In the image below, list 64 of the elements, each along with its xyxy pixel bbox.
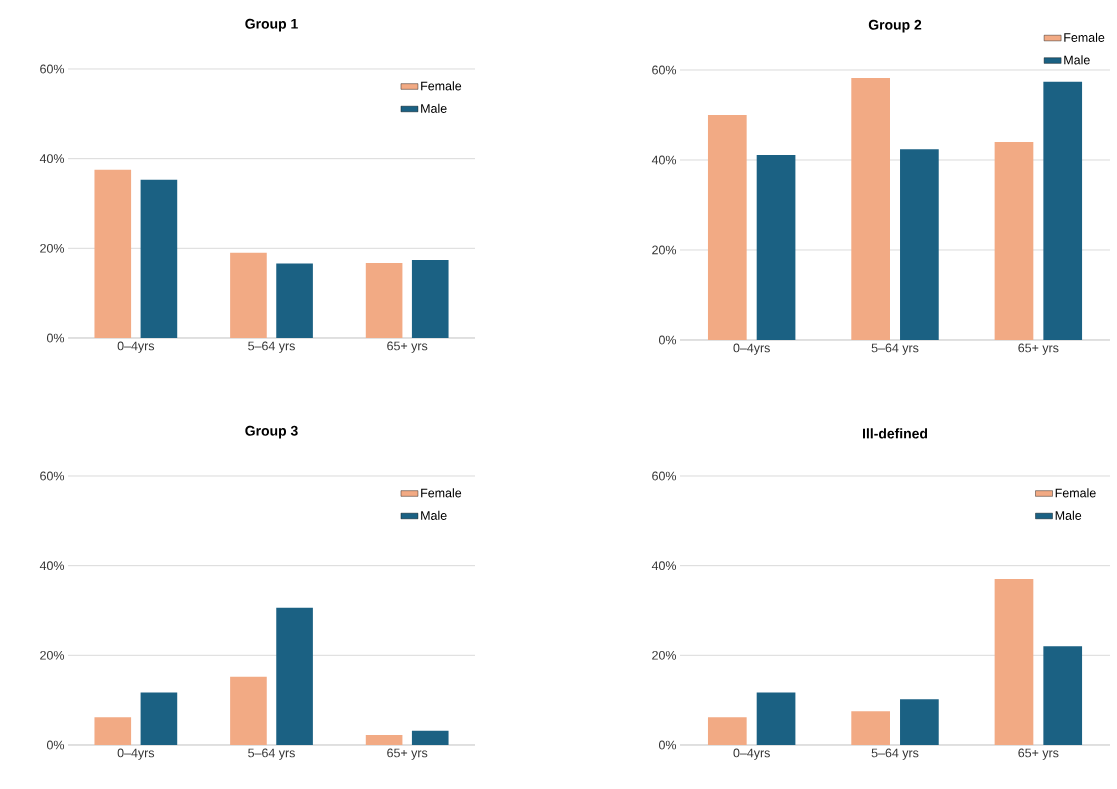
y-tick-label: 0% xyxy=(658,740,677,750)
y-tick-label: 0% xyxy=(658,335,677,345)
legend-label: Female xyxy=(1064,32,1105,42)
x-tick-label: 5–64 yrs xyxy=(248,341,295,353)
y-tick-label: 20% xyxy=(652,245,677,255)
y-tick-label: 40% xyxy=(39,561,65,571)
x-tick-label: 0–4yrs xyxy=(117,748,155,760)
legend-label: Male xyxy=(1055,510,1082,520)
x-tick-label: 0–4yrs xyxy=(733,748,770,760)
legend-label: Female xyxy=(421,488,462,498)
bar xyxy=(707,114,747,340)
bar xyxy=(756,692,796,745)
y-tick-label: 40% xyxy=(651,155,677,165)
bar xyxy=(756,155,796,340)
bar xyxy=(365,263,403,338)
y-tick-label: 60% xyxy=(40,471,65,481)
x-tick-label: 5–64 yrs xyxy=(871,343,919,355)
bar xyxy=(707,717,747,745)
chart-title: Group 2 xyxy=(868,19,922,33)
y-tick-label: 60% xyxy=(652,65,677,75)
legend-label: Male xyxy=(421,103,447,113)
bar xyxy=(900,699,939,745)
bar xyxy=(851,78,890,340)
bar xyxy=(851,711,890,745)
y-tick-label: 40% xyxy=(39,154,65,164)
y-tick-label: 20% xyxy=(652,650,677,660)
bar xyxy=(411,259,449,338)
bar xyxy=(230,252,267,338)
legend-label: Female xyxy=(1055,488,1096,498)
y-tick-label: 0% xyxy=(46,740,65,750)
legend-label: Male xyxy=(1064,55,1090,65)
bar xyxy=(94,169,132,338)
chart-title: Group 3 xyxy=(245,425,298,439)
bar xyxy=(230,676,267,745)
x-tick-label: 0–4yrs xyxy=(117,341,155,353)
bar xyxy=(276,607,313,745)
bar xyxy=(140,179,178,338)
bar xyxy=(1043,81,1083,340)
bar xyxy=(365,735,403,745)
bar xyxy=(140,692,178,745)
x-tick-label: 65+ yrs xyxy=(387,341,428,353)
x-tick-label: 65+ yrs xyxy=(387,748,428,760)
y-tick-label: 60% xyxy=(40,64,65,74)
bar xyxy=(1043,646,1083,745)
chart-title: Ill-defined xyxy=(863,428,928,439)
x-tick-label: 5–64 yrs xyxy=(248,748,295,760)
chart-title: Group 1 xyxy=(245,18,298,32)
y-tick-label: 20% xyxy=(40,243,65,253)
y-tick-label: 60% xyxy=(652,471,677,481)
x-tick-label: 65+ yrs xyxy=(1018,343,1059,355)
y-tick-label: 20% xyxy=(40,650,65,660)
legend-label: Female xyxy=(421,81,462,91)
bar xyxy=(94,717,132,745)
bar xyxy=(994,141,1034,340)
y-tick-label: 0% xyxy=(46,333,65,343)
bar xyxy=(994,579,1034,745)
bar xyxy=(276,263,313,338)
x-tick-label: 65+ yrs xyxy=(1018,748,1059,760)
x-tick-label: 0–4yrs xyxy=(733,343,770,355)
x-tick-label: 5–64 yrs xyxy=(871,748,919,760)
y-tick-label: 40% xyxy=(651,561,677,571)
bar xyxy=(411,730,449,745)
bar xyxy=(900,149,939,340)
legend-label: Male xyxy=(421,510,447,520)
